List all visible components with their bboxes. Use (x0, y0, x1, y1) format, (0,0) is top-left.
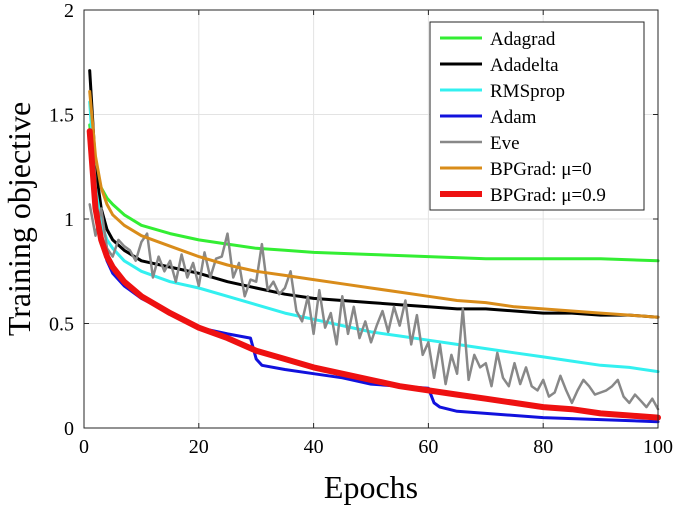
axis-ticks: 0 20 40 60 80 100 0 0.5 1 1.5 2 (49, 0, 673, 458)
legend-label: Adadelta (490, 55, 559, 76)
y-tick-label: 0 (64, 418, 74, 440)
legend-label: BPGrad: μ=0.9 (490, 185, 606, 206)
legend-label: Eve (490, 133, 520, 154)
series-line-adagrad (88, 123, 660, 263)
legend: Adagrad Adadelta RMSprop Adam Eve BPGrad: μ=0… (429, 21, 645, 211)
x-tick-label: 0 (79, 436, 89, 458)
y-tick-label: 1 (64, 209, 74, 231)
legend-label: Adam (490, 107, 537, 128)
x-tick-label: 20 (189, 436, 209, 458)
series-line-eve (88, 203, 660, 411)
x-tick-label: 60 (418, 436, 438, 458)
legend-label: RMSprop (490, 81, 565, 102)
x-axis-label: Epochs (324, 469, 418, 505)
y-tick-label: 2 (64, 0, 74, 22)
series-lines (86, 69, 661, 424)
series-line-bpgrad-0-9 (86, 128, 661, 421)
y-tick-label: 1.5 (49, 105, 74, 127)
series-line-bpgrad-0 (88, 90, 660, 319)
legend-label: Adagrad (490, 29, 556, 50)
y-tick-label: 0.5 (49, 314, 74, 336)
series-line-adam (88, 133, 660, 424)
legend-label: BPGrad: μ=0 (490, 159, 592, 180)
y-axis-label: Training objective (1, 102, 37, 336)
x-tick-label: 100 (643, 436, 673, 458)
series-line-adadelta (88, 69, 660, 319)
series-line-rmsprop (88, 100, 660, 374)
x-tick-label: 80 (533, 436, 553, 458)
x-tick-label: 40 (304, 436, 324, 458)
